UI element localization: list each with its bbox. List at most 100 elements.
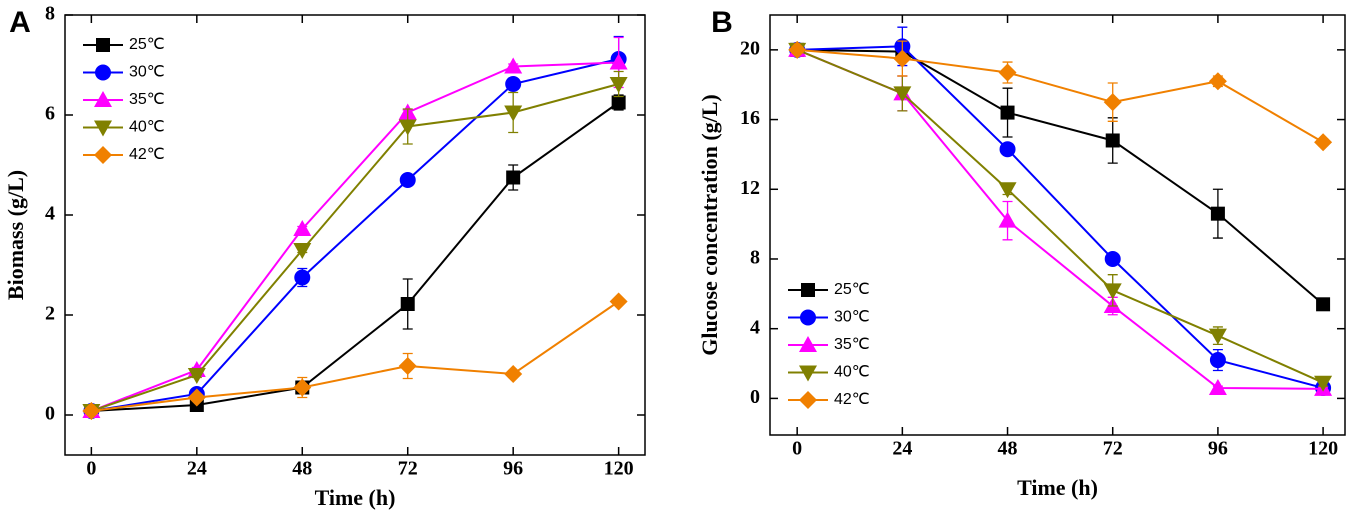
series-line <box>797 48 1324 144</box>
marker <box>504 365 523 383</box>
legend-label: 40℃ <box>129 119 165 136</box>
y-tick-label: 8 <box>45 3 55 25</box>
marker <box>788 40 807 59</box>
legend-label: 35℃ <box>129 91 165 108</box>
y-tick-label: 2 <box>45 303 55 325</box>
panel-label: B <box>711 6 733 39</box>
y-tick-label: 0 <box>750 386 760 408</box>
legend-label: 25℃ <box>129 36 165 53</box>
legend-label: 42℃ <box>129 146 165 163</box>
marker <box>294 269 311 286</box>
x-tick-label: 48 <box>998 438 1018 460</box>
legend-marker <box>95 64 111 81</box>
y-tick-label: 16 <box>740 107 760 129</box>
y-tick-label: 8 <box>750 247 760 269</box>
marker <box>999 141 1016 158</box>
marker <box>398 119 417 136</box>
x-axis-title: Time (h) <box>1017 475 1098 500</box>
marker <box>187 368 206 384</box>
panel-label: A <box>9 6 31 39</box>
marker <box>609 292 628 311</box>
marker <box>1210 206 1225 221</box>
series-line <box>796 48 1324 384</box>
x-tick-label: 24 <box>187 458 207 480</box>
legend-marker <box>799 365 817 382</box>
marker <box>293 220 312 236</box>
legend-label: 25℃ <box>834 281 870 298</box>
series-line <box>91 83 619 412</box>
marker <box>609 77 628 93</box>
legend-marker <box>800 309 816 326</box>
legend-marker <box>94 120 112 137</box>
marker <box>893 49 912 68</box>
legend-marker <box>94 146 112 164</box>
marker <box>1000 105 1015 120</box>
y-tick-label: 6 <box>45 103 55 125</box>
series-line <box>91 61 619 412</box>
marker <box>187 388 206 407</box>
x-tick-label: 48 <box>292 458 312 480</box>
marker <box>1314 375 1333 392</box>
marker <box>399 172 416 188</box>
legend-marker <box>94 91 112 107</box>
series-line <box>796 48 1324 390</box>
marker <box>1208 72 1227 91</box>
x-tick-label: 120 <box>1308 438 1338 460</box>
y-tick-label: 12 <box>740 177 760 199</box>
legend-marker <box>799 336 817 352</box>
marker <box>609 53 628 70</box>
legend-label: 40℃ <box>834 364 870 381</box>
marker <box>1104 250 1121 267</box>
y-tick-label: 20 <box>740 37 760 59</box>
series-line <box>91 101 620 412</box>
marker <box>998 182 1017 199</box>
x-tick-label: 72 <box>398 458 418 480</box>
legend-label: 30℃ <box>129 64 165 81</box>
marker <box>1103 93 1122 112</box>
marker <box>1208 328 1227 345</box>
marker <box>504 105 523 122</box>
marker <box>1314 133 1333 152</box>
marker <box>998 211 1017 228</box>
legend-marker <box>799 391 817 409</box>
y-axis-title: Glucose concentration (g/L) <box>697 94 722 356</box>
x-tick-label: 96 <box>1208 438 1228 460</box>
marker <box>611 95 626 110</box>
x-tick-label: 72 <box>1103 438 1123 460</box>
marker <box>1209 352 1226 369</box>
x-tick-label: 96 <box>503 458 523 480</box>
marker <box>1105 133 1120 148</box>
legend-label: 42℃ <box>834 391 870 408</box>
marker <box>398 357 417 375</box>
legend-marker <box>801 283 815 297</box>
marker <box>504 57 523 74</box>
marker <box>293 243 312 259</box>
legend-label: 30℃ <box>834 309 870 326</box>
marker <box>1208 378 1227 395</box>
legend-marker <box>96 38 110 52</box>
marker <box>505 76 522 92</box>
marker <box>1316 297 1331 312</box>
plot-frame <box>64 14 646 456</box>
x-tick-label: 120 <box>604 458 634 480</box>
y-axis-title: Biomass (g/L) <box>3 170 28 300</box>
x-tick-label: 0 <box>792 438 802 460</box>
series-line <box>91 58 619 412</box>
marker <box>506 170 521 185</box>
series-line <box>91 300 620 412</box>
marker <box>998 63 1017 82</box>
marker <box>893 86 912 103</box>
marker <box>82 402 101 420</box>
legend-label: 35℃ <box>834 336 870 353</box>
x-axis-title: Time (h) <box>315 485 396 510</box>
x-tick-label: 24 <box>892 438 912 460</box>
series-line <box>797 48 1324 306</box>
marker <box>1103 283 1122 300</box>
y-tick-label: 4 <box>750 316 760 338</box>
plot-frame <box>769 14 1346 436</box>
marker <box>293 378 312 397</box>
series-line <box>797 45 1324 389</box>
y-tick-label: 4 <box>45 203 55 225</box>
y-tick-label: 0 <box>45 403 55 425</box>
